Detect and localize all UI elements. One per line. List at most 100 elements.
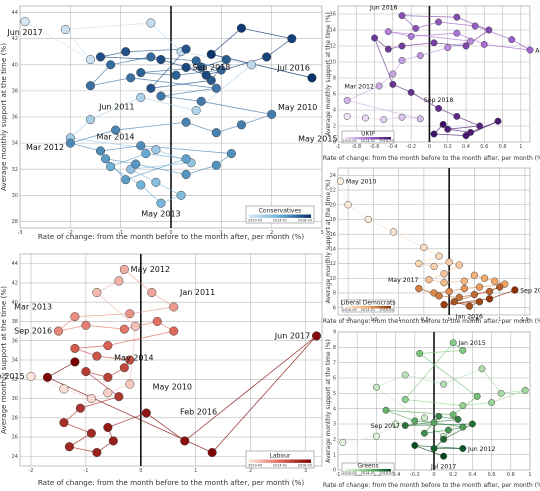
data-point [136, 141, 146, 151]
trajectory-segment [100, 145, 141, 152]
y-tick-label: 3 [333, 422, 336, 428]
data-point [362, 114, 369, 122]
data-point [449, 339, 457, 347]
y-tick-label: 6 [333, 376, 336, 382]
data-point [59, 384, 69, 394]
date-annotation: Jul 2017 [430, 463, 456, 470]
legend-tick-label: 2010-05 [248, 219, 262, 223]
data-point [372, 383, 380, 391]
x-tick-label: -3 [18, 230, 23, 236]
data-point [92, 351, 102, 361]
legend-color-ramp [345, 137, 391, 140]
trajectory-segment [368, 219, 394, 233]
trajectory-segment [30, 376, 65, 390]
data-point [119, 363, 129, 373]
data-point [412, 24, 420, 32]
legend-tick-label: 2010-05 [343, 471, 357, 475]
data-point [430, 419, 438, 426]
data-point [411, 417, 419, 425]
trajectory-segment [447, 128, 471, 133]
trajectory-segment [63, 388, 92, 399]
y-tick-label: 42 [12, 281, 18, 287]
data-point [440, 380, 448, 388]
data-point [146, 83, 156, 93]
trajectory-segment [511, 39, 531, 51]
x-tick-label: -1 [118, 230, 123, 236]
legend-tick-label: 2010-05 [248, 464, 262, 468]
y-tick-label: 30 [12, 396, 18, 402]
data-point [221, 55, 231, 65]
data-point [146, 18, 156, 28]
date-annotation: May 2012 [131, 265, 170, 274]
data-point [196, 96, 206, 106]
date-annotation: Mar 2014 [97, 132, 135, 141]
trajectory-segment [140, 66, 202, 73]
data-point [470, 271, 479, 279]
data-point [425, 276, 433, 284]
data-point [176, 190, 186, 200]
legend-title: Liberal Democrats [341, 300, 396, 307]
trajectory-segment [419, 353, 478, 397]
trajectory-segment [107, 330, 174, 346]
trajectory-segment [64, 29, 91, 60]
trajectory-segment [110, 153, 146, 167]
data-point [103, 422, 113, 432]
trajectory-segment [347, 100, 421, 120]
legend-color-ramp [345, 306, 391, 309]
trajectory-segment [140, 184, 162, 204]
data-point [371, 34, 378, 42]
x-tick-label: 1 [498, 317, 501, 323]
data-point [380, 116, 388, 124]
date-annotation: May 2010 [278, 103, 317, 112]
data-point [151, 145, 161, 155]
data-point [398, 113, 406, 121]
data-point [136, 180, 146, 190]
data-point [476, 122, 484, 130]
trajectory-segment [24, 21, 91, 60]
data-point [475, 283, 484, 291]
data-point [440, 301, 448, 309]
trajectory-segment [85, 324, 125, 330]
y-tick-label: 38 [12, 88, 18, 94]
legend-tick-label: 2014-01 [273, 464, 287, 468]
trajectory-segment [241, 27, 292, 40]
x-tick-label: 0.2 [449, 472, 457, 478]
trajectory-segment [241, 114, 272, 126]
data-point [453, 13, 461, 21]
data-point [136, 68, 146, 78]
x-tick-label: 0.6 [480, 144, 488, 150]
legend: Conservatives 2010-05 2014-01 2018-09 [245, 205, 315, 224]
panel-greens: -1-0.8-0.6-0.4-0.200.20.40.60.8101234567… [323, 330, 540, 489]
y-tick-label: 40 [12, 300, 18, 306]
data-point [494, 117, 502, 125]
trajectory-segment [342, 435, 377, 443]
trajectory-segment [404, 342, 454, 400]
data-point [526, 46, 534, 54]
data-point [53, 326, 63, 336]
trajectory-segment [185, 164, 217, 175]
trajectory-segment [385, 409, 454, 416]
y-tick-label: 24 [12, 454, 18, 460]
data-point [85, 55, 95, 65]
trajectory-segment [376, 423, 396, 437]
trajectory-segment [484, 44, 531, 51]
y-axis-label: Average monthly support at the time (%) [325, 12, 332, 136]
trajectory-segment [155, 181, 182, 196]
trajectory-segment [385, 409, 415, 422]
x-tick-label: 1 [220, 230, 223, 236]
x-tick-label: 0.2 [444, 144, 452, 150]
data-point [181, 44, 191, 54]
data-point [460, 277, 468, 285]
y-tick-label: 8 [333, 291, 336, 297]
data-point [70, 343, 80, 353]
y-tick-label: 40 [12, 62, 18, 68]
x-tick-label: 1 [528, 472, 531, 478]
y-tick-label: 8 [333, 76, 336, 82]
trajectory-segment [388, 31, 412, 37]
x-tick-label: -2 [346, 317, 351, 323]
x-tick-label: 2 [249, 468, 252, 474]
data-point [81, 367, 91, 377]
data-point [478, 365, 486, 373]
trajectory-segment [70, 119, 91, 139]
data-point [181, 154, 191, 164]
